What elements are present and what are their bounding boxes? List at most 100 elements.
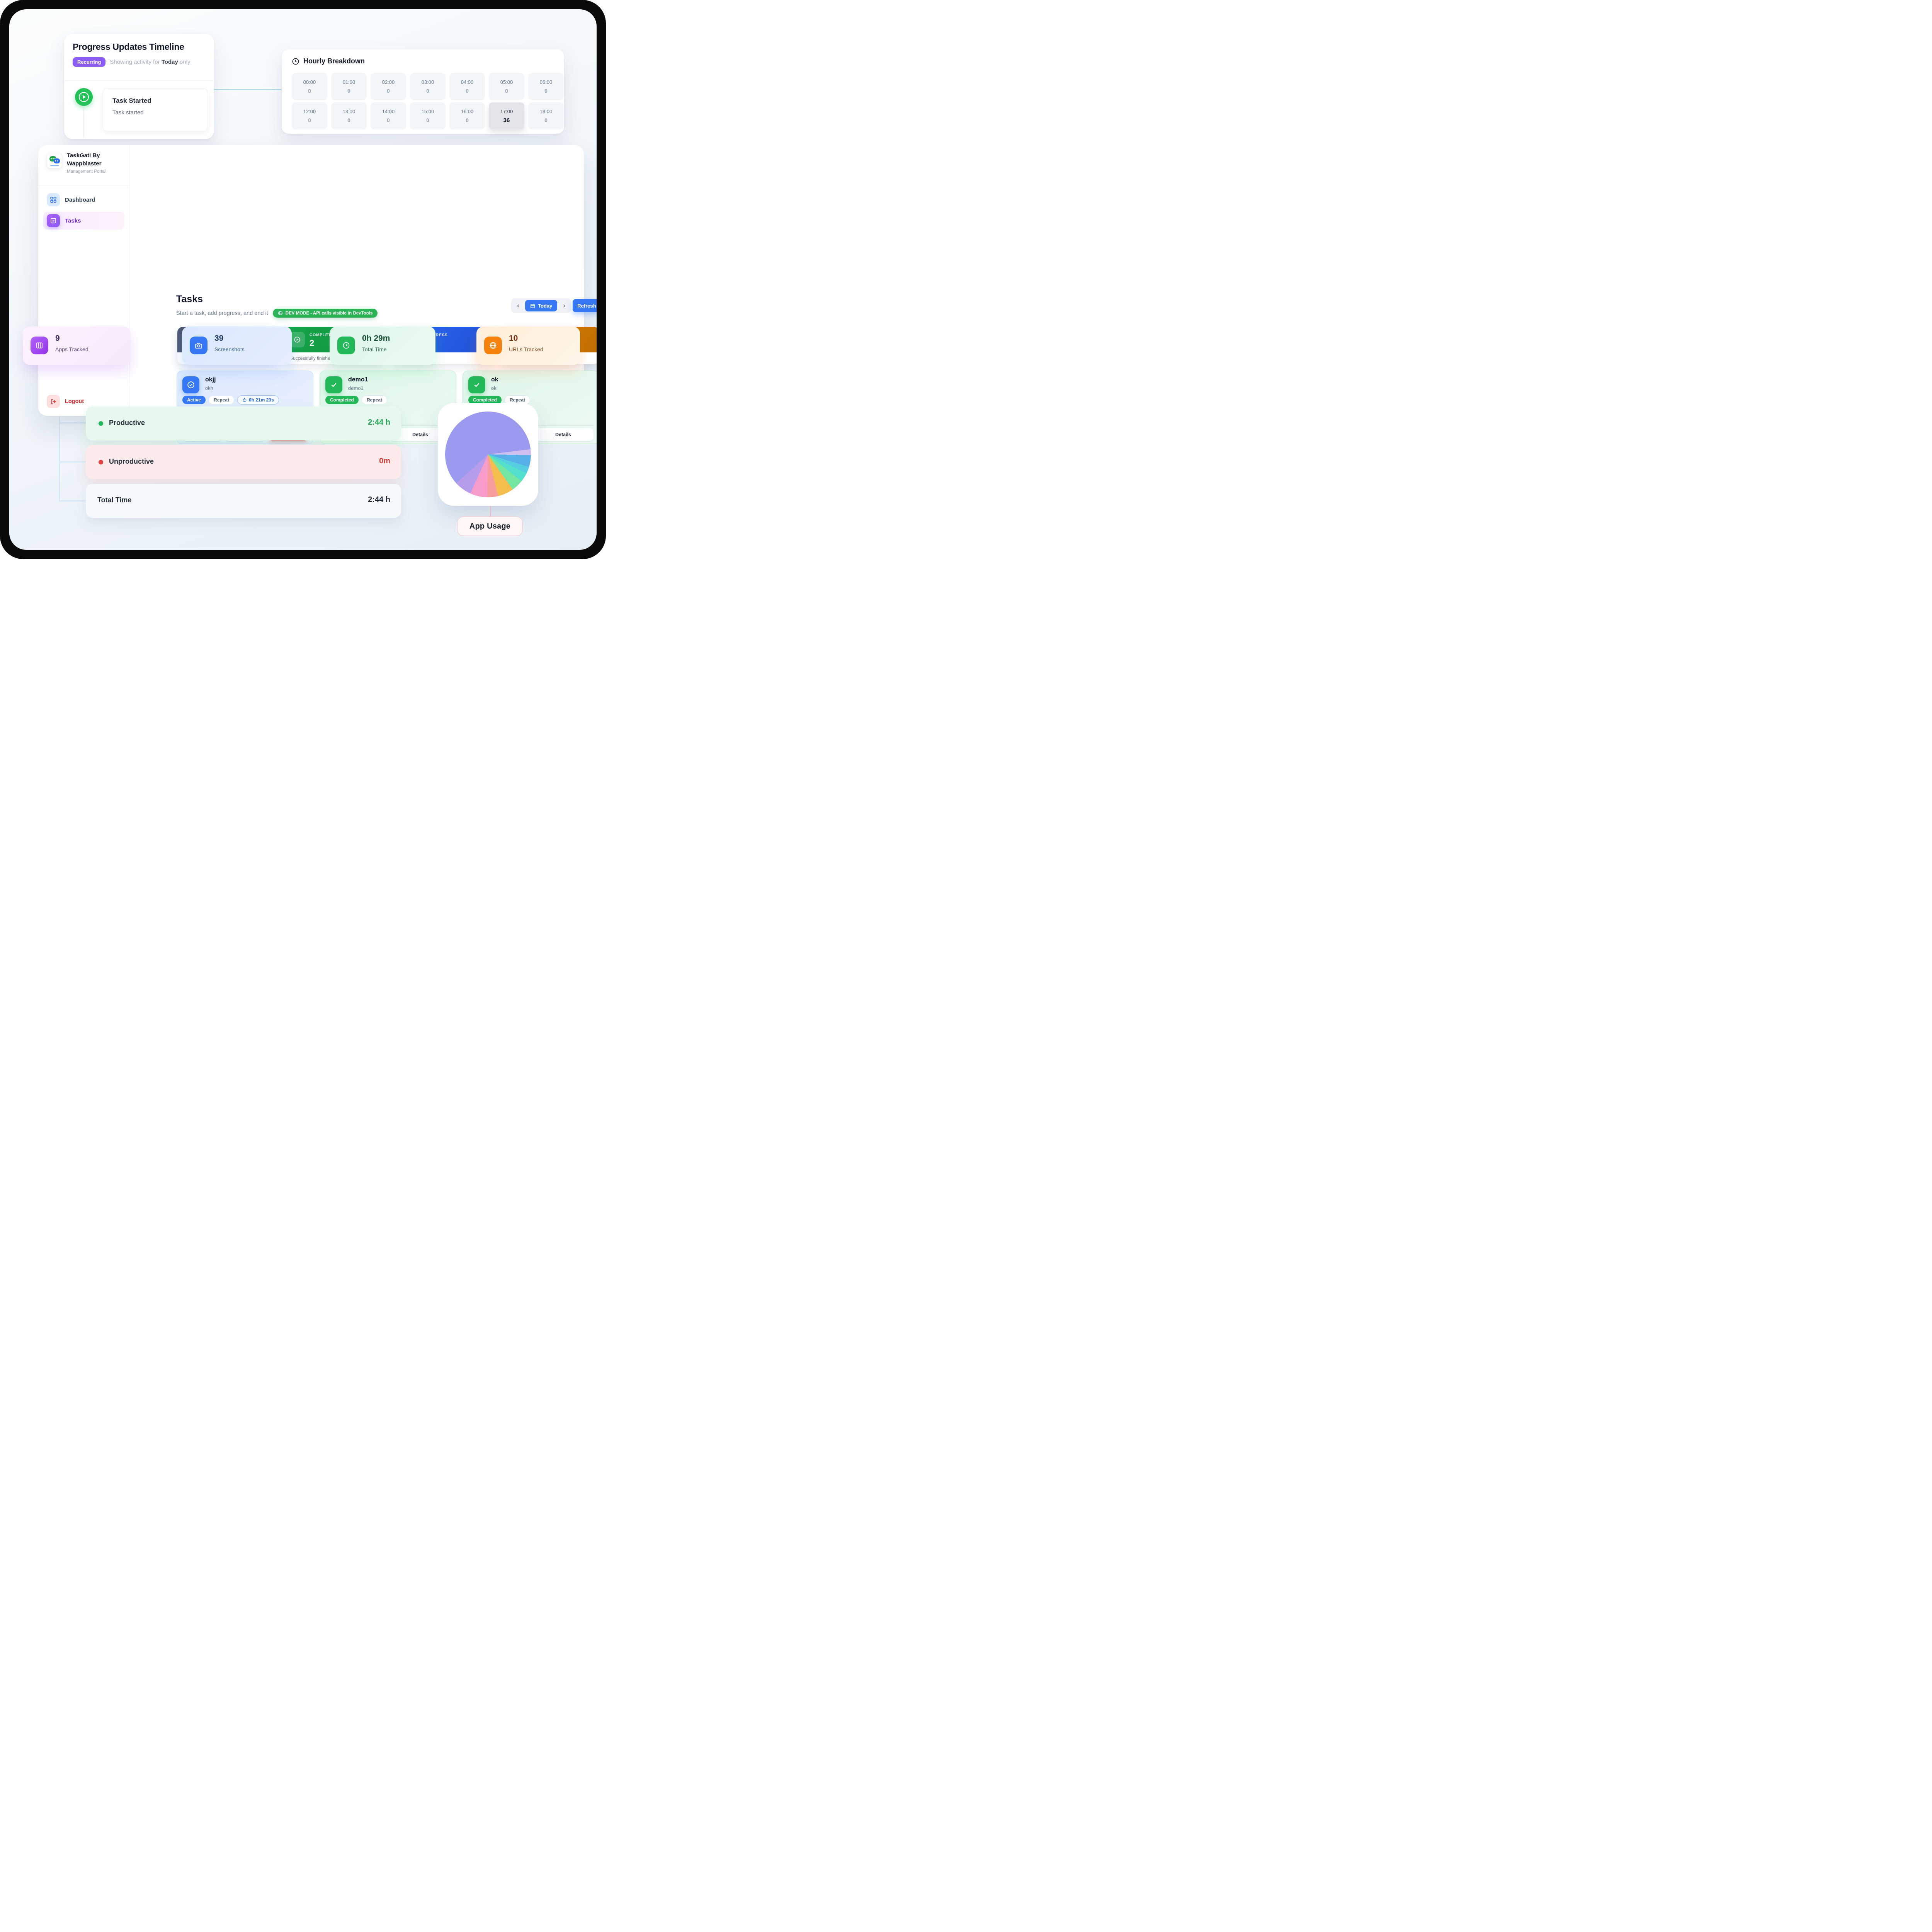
page-subtitle: Start a task, add progress, and end it (176, 310, 268, 316)
row-value: 0m (379, 457, 390, 465)
sidebar-item-dashboard[interactable]: Dashboard (43, 191, 124, 209)
stat-value: 2 (310, 338, 315, 348)
hourly-cell: 04:00 0 (449, 73, 485, 100)
row-label: Total Time (97, 496, 132, 504)
sidebar: TaskGati By Wappblaster Management Porta… (38, 145, 129, 416)
hourly-cell: 01:00 0 (331, 73, 367, 100)
sidebar-item-label: Dashboard (65, 196, 95, 203)
event-title: Task Started (112, 97, 151, 104)
calendar-icon (530, 303, 535, 308)
timeline-subtitle: Showing activity for Today only (110, 59, 190, 65)
repeat-badge: Repeat (209, 395, 235, 405)
hourly-cell-highlighted: 17:00 36 (489, 102, 524, 129)
refresh-button[interactable]: Refresh (573, 299, 597, 312)
metric-chip-screenshots: 39 Screenshots (182, 327, 292, 365)
hourly-cell: 13:00 0 (331, 102, 367, 129)
productive-row: Productive 2:44 h (86, 406, 401, 440)
chip-value: 39 (214, 334, 224, 343)
clock-icon (292, 58, 299, 65)
connector-line (59, 417, 60, 502)
task-subtitle: okh (205, 385, 213, 391)
chip-label: Total Time (362, 346, 387, 352)
metric-chip-apps-tracked: 9 Apps Tracked (23, 327, 131, 365)
stopwatch-icon (242, 398, 247, 402)
next-day-button[interactable]: › (563, 302, 566, 309)
connector-line (490, 506, 491, 517)
globe-icon (278, 311, 283, 316)
timer-badge: 0h 21m 23s (237, 395, 279, 405)
connector-line (59, 422, 87, 423)
page-title: Tasks (176, 294, 203, 304)
sidebar-item-label: Tasks (65, 217, 81, 224)
timeline-title: Progress Updates Timeline (73, 42, 184, 52)
chip-value: 9 (55, 334, 60, 343)
timeline-subtitle-today: Today (161, 59, 178, 65)
chip-label: Apps Tracked (55, 346, 88, 352)
row-label: Unproductive (109, 457, 154, 465)
date-navigation: ‹ Today › (511, 298, 571, 313)
recurring-badge: Recurring (73, 57, 106, 67)
hourly-cell: 00:00 0 (292, 73, 327, 100)
progress-updates-timeline-card: Progress Updates Timeline Recurring Show… (64, 34, 214, 139)
hourly-cell: 02:00 0 (371, 73, 406, 100)
dashboard-grid-icon (47, 193, 60, 206)
metric-chip-urls-tracked: 10 URLs Tracked (476, 327, 580, 365)
hourly-cell: 06:00 0 (528, 73, 564, 100)
hourly-cell: 18:00 0 (528, 102, 564, 129)
hourly-title: Hourly Breakdown (303, 57, 365, 65)
app-usage-card (438, 403, 538, 506)
task-status-icon (468, 376, 485, 393)
device-frame: Progress Updates Timeline Recurring Show… (0, 0, 606, 559)
app-background: Progress Updates Timeline Recurring Show… (9, 9, 597, 550)
status-badge: Completed (325, 396, 359, 404)
main-panel: TaskGati By Wappblaster Management Porta… (38, 145, 597, 444)
divider (38, 185, 129, 186)
hourly-grid: 00:00 0 01:00 0 02:00 0 03:00 0 04:00 0 05:00… (292, 73, 564, 129)
connector-line (59, 461, 87, 463)
today-button[interactable]: Today (525, 300, 558, 311)
hourly-cell: 05:00 0 (489, 73, 524, 100)
task-title: demo1 (348, 376, 368, 383)
app-logo (47, 153, 62, 168)
row-value: 2:44 h (368, 418, 390, 427)
sidebar-item-tasks[interactable]: Tasks (43, 212, 124, 230)
logout-button[interactable]: Logout (43, 393, 124, 410)
task-title: ok (491, 376, 498, 383)
chip-value: 10 (509, 334, 518, 343)
app-title: TaskGati By Wappblaster (67, 152, 102, 167)
event-description: Task started (112, 109, 144, 116)
status-badge: Active (182, 396, 206, 404)
logout-icon (47, 395, 60, 408)
hourly-cell: 12:00 0 (292, 102, 327, 129)
green-dot-icon (99, 421, 103, 426)
unproductive-row: Unproductive 0m (86, 445, 401, 479)
task-status-icon (325, 376, 342, 393)
stat-caption: Successfully finished (290, 355, 333, 361)
details-button[interactable]: Details (533, 428, 594, 441)
check-circle-icon (289, 332, 305, 347)
logout-label: Logout (65, 398, 84, 405)
hourly-cell: 14:00 0 (371, 102, 406, 129)
task-started-icon (75, 88, 93, 106)
timeline-event-card: Task Started Task started (103, 88, 208, 131)
hourly-breakdown-card: Hourly Breakdown 00:00 0 01:00 0 02:00 0 03… (282, 49, 564, 134)
hourly-cell: 16:00 0 (449, 102, 485, 129)
camera-icon (190, 337, 207, 354)
clock-icon (337, 337, 355, 354)
repeat-badge: Repeat (362, 395, 388, 405)
prev-day-button[interactable]: ‹ (517, 302, 519, 309)
task-status-icon (182, 376, 199, 393)
chip-value: 0h 29m (362, 334, 390, 343)
row-value: 2:44 h (368, 495, 390, 504)
apps-columns-icon (31, 337, 48, 354)
connector-line (59, 500, 87, 502)
app-usage-label: App Usage (457, 517, 523, 536)
divider (64, 80, 214, 81)
connector-line (214, 89, 282, 90)
chip-label: Screenshots (214, 346, 245, 352)
app-subtitle: Management Portal (67, 169, 106, 174)
status-badge: Completed (468, 396, 502, 404)
row-label: Productive (109, 419, 145, 427)
metric-chip-total-time: 0h 29m Total Time (330, 327, 435, 365)
timeline-rail (83, 108, 84, 138)
